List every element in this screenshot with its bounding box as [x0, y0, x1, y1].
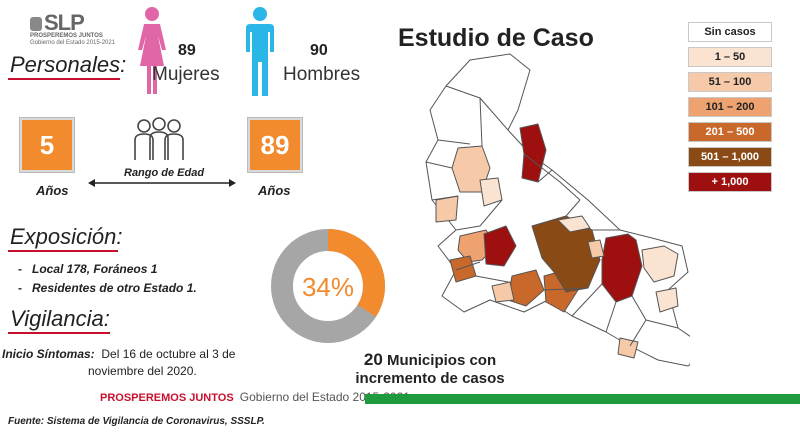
footer-green-band — [365, 394, 800, 404]
map-outline — [425, 53, 690, 367]
footer-brand: PROSPEREMOS JUNTOS Gobierno del Estado 2… — [100, 390, 410, 404]
exposicion-item: - Local 178, Foráneos 1 — [18, 262, 158, 276]
map-region — [483, 225, 517, 267]
edad-min-box: 5 — [20, 118, 74, 172]
map-borders — [425, 85, 679, 347]
map-region — [617, 337, 639, 359]
male-icon — [246, 7, 274, 96]
percent-donut: 34% — [271, 229, 385, 343]
logo-mark: SLP — [30, 10, 85, 36]
personales-heading: Personales: — [10, 52, 127, 77]
personales-underline — [8, 78, 120, 80]
female-icon — [138, 7, 166, 94]
range-arrow-icon — [88, 179, 236, 187]
hombres-count: 90 — [310, 42, 328, 59]
vigilancia-heading: Vigilancia: — [10, 306, 110, 331]
logo-text: SLP — [44, 10, 85, 35]
page-title: Estudio de Caso — [398, 24, 594, 52]
map-region — [491, 281, 515, 303]
edad-max-value: 89 — [260, 129, 290, 160]
rango-edad-label: Rango de Edad — [124, 167, 205, 179]
municipios-text: 20 Municipios con incremento de casos — [355, 350, 505, 387]
map-region — [557, 215, 591, 233]
edad-max-unit: Años — [258, 183, 291, 198]
legend-item: Sin casos — [688, 22, 772, 42]
exposicion-item: - Residentes de otro Estado 1. — [18, 281, 197, 295]
legend-item: 101 – 200 — [688, 97, 772, 117]
logo-tagline: PROSPEREMOS JUNTOS Gobierno del Estado 2… — [30, 33, 116, 46]
edad-max-box: 89 — [248, 118, 302, 172]
legend-item: + 1,000 — [688, 172, 772, 192]
footer-source: Fuente: Sistema de Vigilancia de Coronav… — [8, 416, 265, 427]
vigilancia-underline — [8, 332, 110, 334]
exposicion-underline — [8, 250, 118, 252]
vigilancia-text-2: noviembre del 2020. — [88, 364, 197, 378]
map-region — [641, 245, 679, 283]
mujeres-count: 89 — [178, 42, 196, 59]
vigilancia-text: Inicio Síntomas: Del 16 de octubre al 3 … — [2, 347, 236, 361]
mujeres-label: Mujeres — [152, 64, 220, 85]
legend-item: 201 – 500 — [688, 122, 772, 142]
legend-item: 51 – 100 — [688, 72, 772, 92]
exposicion-heading: Exposición: — [10, 224, 123, 249]
donut-label: 34% — [302, 272, 354, 302]
map-region — [435, 195, 459, 223]
legend-item: 1 – 50 — [688, 47, 772, 67]
map-region — [655, 287, 679, 313]
hombres-label: Hombres — [283, 64, 361, 85]
map-region — [587, 239, 605, 259]
group-people-icon — [134, 117, 184, 160]
edad-min-unit: Años — [36, 183, 69, 198]
legend-item: 501 – 1,000 — [688, 147, 772, 167]
state-map — [425, 53, 690, 367]
edad-min-value: 5 — [39, 129, 55, 160]
donut-fill — [271, 229, 385, 343]
logo-icon — [30, 17, 42, 32]
map-legend: Sin casos 1 – 50 51 – 100 101 – 200 201 – 50… — [688, 22, 772, 197]
